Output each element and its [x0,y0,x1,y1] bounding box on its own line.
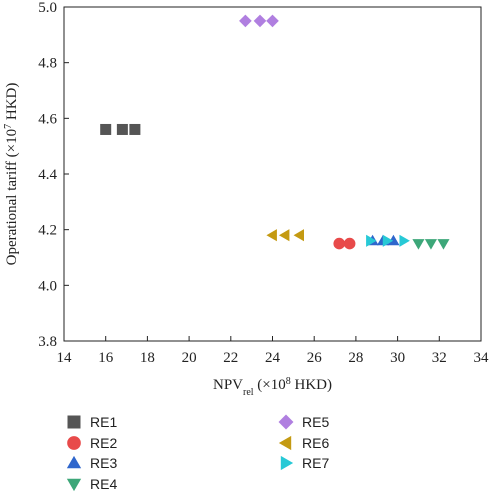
x-tick-label: 28 [348,350,363,366]
re5-point [266,14,279,28]
y-tick-label: 5.0 [38,0,57,16]
re1-point [100,123,112,135]
x-tick-label: 26 [307,350,323,366]
x-axis-title-superscript: 8 [286,376,291,387]
legend: RE1 RE2 RE3 RE4 RE5 RE6 RE7 [66,414,329,492]
legend-marker-re3 [66,455,82,469]
x-tick-label: 14 [57,350,73,366]
x-tick-label: 24 [265,350,281,366]
legend-marker-re1 [67,415,81,429]
legend-marker-re4 [66,478,82,492]
legend-label: RE5 [302,414,329,430]
legend-item-re2: RE2 [67,435,117,451]
legend-marker-re2 [67,436,81,450]
re6-point [278,229,290,242]
legend-label: RE3 [90,455,117,471]
x-tick-label: 22 [223,350,238,366]
legend-item-re3: RE3 [66,455,117,471]
y-axis-title-unit: HKD) [4,83,20,124]
re7-point [399,234,410,247]
x-axis-title: NPVrel (×108 HKD) [213,376,332,398]
re1-point [129,123,141,135]
re2-point [333,237,345,250]
re1-point [116,123,128,135]
legend-label: RE6 [302,435,329,451]
x-axis-title-main: NPV [213,377,243,393]
legend-label: RE4 [90,476,117,492]
y-tick-label: 3.8 [38,334,57,350]
re7-point [366,234,377,247]
re2-point [343,237,356,250]
x-tick-label: 20 [182,350,197,366]
y-tick-label: 4.4 [38,167,57,183]
legend-item-re7: RE7 [280,455,329,471]
legend-item-re1: RE1 [67,414,117,430]
data-points [100,14,450,250]
re3-point [387,234,400,246]
x-tick-label: 16 [98,350,114,366]
x-tick-label: 32 [432,350,447,366]
legend-item-re6: RE6 [278,435,329,451]
re5-point [239,14,252,28]
re4-point [412,239,425,250]
x-tick-label: 18 [140,350,155,366]
plot-area-frame [63,6,482,342]
y-axis-title-superscript: 7 [3,124,14,129]
legend-item-re4: RE4 [66,476,117,492]
legend-label: RE7 [302,455,329,471]
y-tick-label: 4.8 [38,56,57,72]
x-axis-title-rest: (×10 [254,377,286,393]
legend-marker-re5 [278,414,294,430]
legend-marker-re6 [278,435,292,451]
legend-item-re5: RE5 [278,414,329,430]
legend-label: RE1 [90,414,117,430]
re4-point [437,239,450,250]
x-tick-label: 34 [474,350,489,366]
y-axis-title: Operational tariff (×107 HKD) [3,83,21,266]
y-axis-ticks: 3.8 4.0 4.2 4.4 4.6 4.8 5.0 [38,0,69,350]
y-tick-label: 4.6 [38,111,57,127]
x-tick-label: 30 [390,350,405,366]
legend-marker-re7 [280,455,294,471]
re7-point [382,234,394,247]
x-axis-ticks: 14 16 18 20 22 24 26 28 30 32 34 [57,336,489,366]
y-tick-label: 4.2 [38,223,57,239]
re6-point [293,229,305,242]
y-axis-title-main: Operational tariff (×10 [4,129,20,265]
re5-point [253,14,267,28]
y-tick-label: 4.0 [38,278,57,294]
re4-point [424,239,438,250]
legend-label: RE2 [90,435,117,451]
re6-point [266,229,277,242]
x-axis-title-unit: HKD) [291,377,332,393]
x-axis-title-subscript: rel [243,387,254,398]
